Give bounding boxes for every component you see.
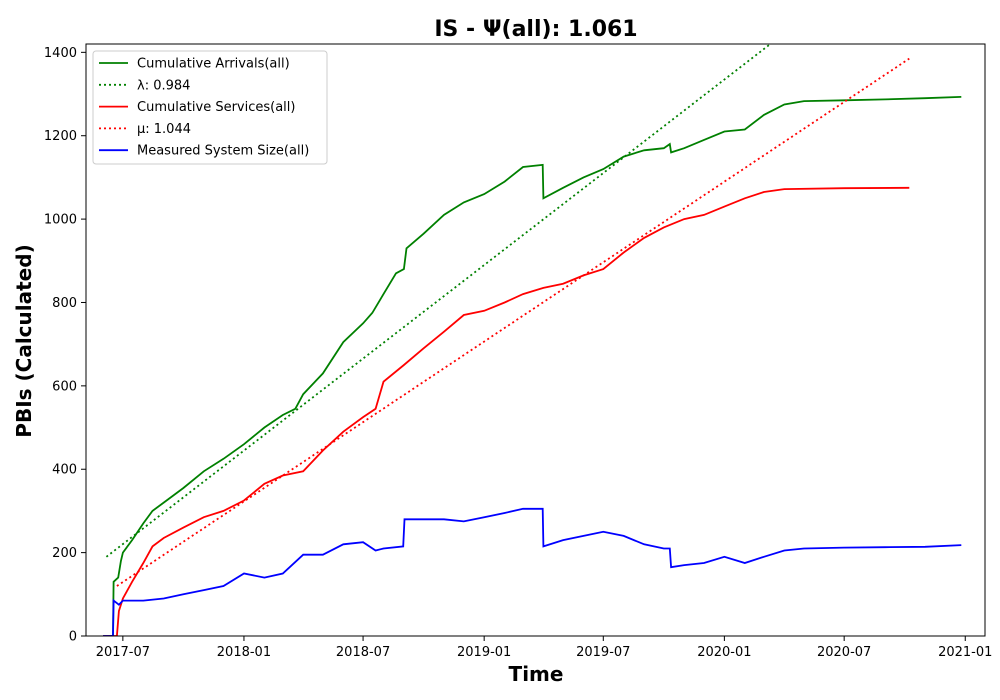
x-axis-ticks: 2017-07 2018-01 2018-07 2019-01 2019-07 2020-… <box>96 636 992 660</box>
x-tick-label: 2019-01 <box>457 645 511 660</box>
y-tick-label: 800 <box>52 296 77 311</box>
legend-label-2: Cumulative Services(all) <box>137 100 295 115</box>
y-tick-label: 200 <box>52 546 77 561</box>
legend-box <box>92 50 328 165</box>
chart-title: IS - Ψ(all): 1.061 <box>434 17 637 42</box>
series-line-3 <box>116 57 910 587</box>
x-tick-label: 2020-07 <box>817 645 871 660</box>
y-tick-label: 0 <box>69 630 77 645</box>
x-tick-label: 2019-07 <box>576 645 630 660</box>
plot-frame <box>85 43 986 637</box>
series-line-0 <box>103 96 962 636</box>
series-line-2 <box>103 186 910 636</box>
legend-label-0: Cumulative Arrivals(all) <box>137 57 290 72</box>
x-tick-label: 2018-07 <box>336 645 390 660</box>
x-tick-label: 2020-01 <box>697 645 751 660</box>
x-tick-label: 2018-01 <box>217 645 271 660</box>
legend-label-4: Measured System Size(all) <box>137 144 309 159</box>
legend-label-1: λ: 0.984 <box>137 78 190 93</box>
y-tick-label: 400 <box>52 463 77 478</box>
x-tick-label: 2021-01 <box>938 645 992 660</box>
y-tick-label: 1200 <box>44 129 77 144</box>
series-group <box>103 44 962 636</box>
legend: Cumulative Arrivals(all) λ: 0.984 Cumulati… <box>92 50 328 165</box>
y-tick-label: 600 <box>52 379 77 394</box>
y-tick-label: 1400 <box>44 46 77 61</box>
x-tick-label: 2017-07 <box>96 645 150 660</box>
y-axis-ticks: 0 200 400 600 800 1000 1200 1400 <box>44 46 86 645</box>
legend-label-3: μ: 1.044 <box>137 122 191 137</box>
y-axis-label: PBIs (Calculated) <box>12 244 36 437</box>
series-line-1 <box>105 44 772 558</box>
y-tick-label: 1000 <box>44 213 77 228</box>
x-axis-label: Time <box>509 662 564 686</box>
series-line-4 <box>103 507 962 636</box>
